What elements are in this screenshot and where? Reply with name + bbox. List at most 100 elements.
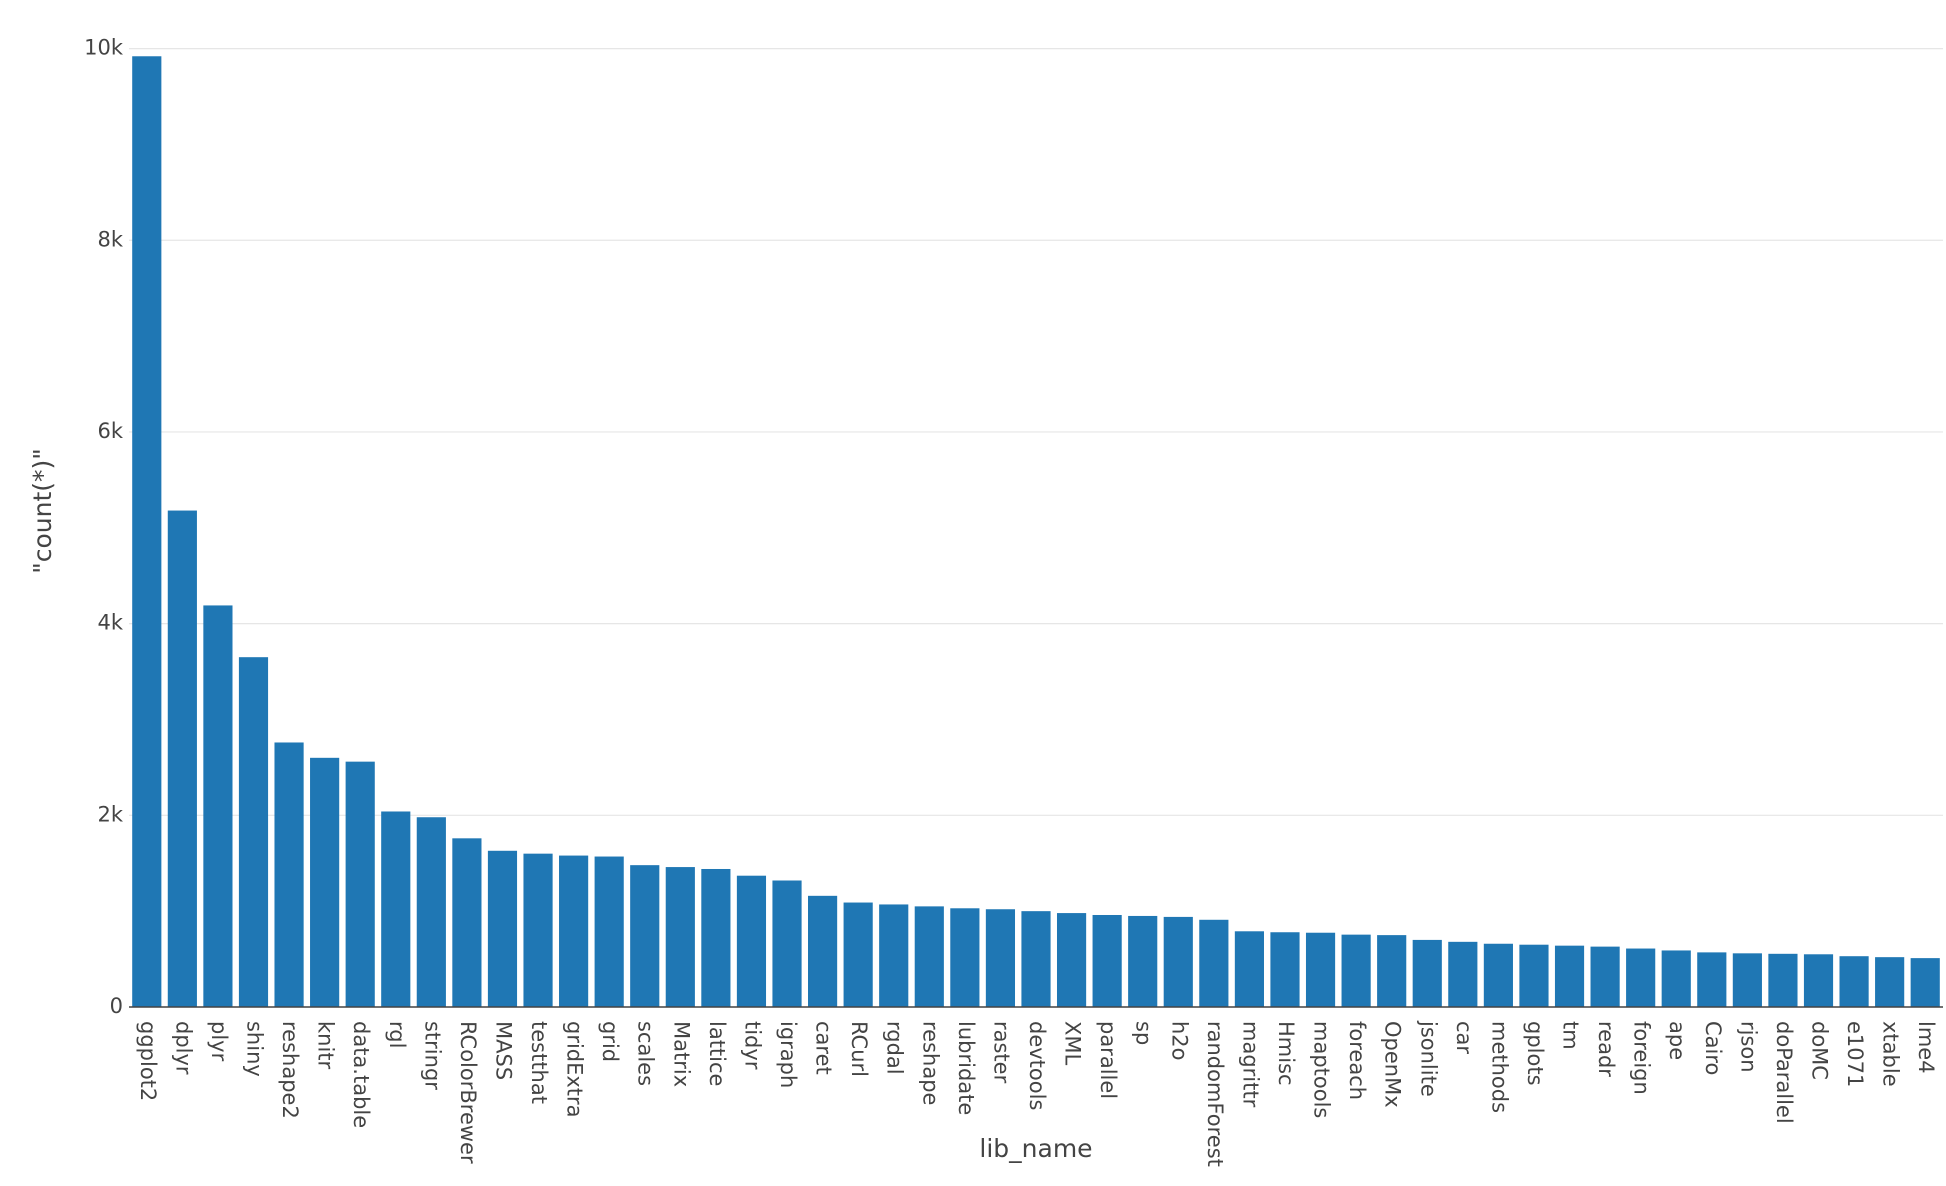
bar [772, 880, 802, 1007]
bar [1199, 919, 1229, 1007]
bar [1270, 932, 1300, 1007]
bar [1519, 944, 1549, 1007]
bar [1768, 953, 1798, 1007]
bar [843, 902, 873, 1007]
bar [167, 510, 197, 1007]
x-tick-label: lme4 [1914, 1021, 1938, 1074]
x-tick-label: MASS [491, 1021, 515, 1080]
y-tick-label: 10k [84, 36, 124, 60]
y-tick-label: 2k [97, 802, 123, 826]
x-tick-label: xtable [1879, 1021, 1903, 1087]
bar [1163, 916, 1193, 1007]
x-tick-label: XML [1061, 1021, 1085, 1066]
bar [1092, 914, 1122, 1007]
bar [950, 908, 980, 1007]
x-tick-label: rjson [1736, 1021, 1760, 1073]
x-tick-label: rgdal [883, 1021, 907, 1075]
bar [1341, 934, 1371, 1007]
bar [452, 838, 482, 1007]
bar [665, 867, 695, 1007]
bar [1483, 943, 1513, 1007]
x-tick-label: OpenMx [1381, 1021, 1405, 1108]
y-tick-label: 8k [97, 227, 123, 251]
y-tick-label: 4k [97, 611, 123, 635]
bar [1732, 953, 1762, 1007]
bar [1697, 952, 1727, 1007]
x-tick-label: rgl [385, 1021, 409, 1048]
x-tick-label: sp [1132, 1021, 1156, 1045]
x-tick-label: RCurl [847, 1021, 871, 1077]
x-tick-label: devtools [1025, 1021, 1049, 1110]
x-tick-label: methods [1487, 1021, 1511, 1113]
bar [310, 757, 340, 1007]
x-tick-label: tidyr [740, 1021, 764, 1070]
x-tick-label: doMC [1808, 1021, 1832, 1080]
x-tick-label: ggplot2 [136, 1021, 160, 1101]
bar [1448, 941, 1478, 1007]
x-tick-label: grid [598, 1021, 622, 1062]
x-tick-label: raster [989, 1021, 1013, 1084]
x-tick-label: foreach [1345, 1021, 1369, 1100]
bar [736, 875, 767, 1007]
bar [1554, 945, 1585, 1007]
bar [1234, 931, 1264, 1007]
y-axis-title: "count(*)" [28, 448, 57, 574]
x-tick-label: e1071 [1843, 1021, 1867, 1087]
x-tick-label: lubridate [954, 1021, 978, 1115]
x-tick-label: jsonlite [1416, 1020, 1440, 1097]
x-tick-label: lattice [705, 1021, 729, 1086]
bar [274, 742, 304, 1007]
bar [985, 909, 1016, 1007]
bar [1910, 958, 1940, 1007]
x-tick-label: car [1452, 1021, 1476, 1054]
bar [523, 853, 553, 1007]
bar [594, 856, 624, 1007]
x-tick-label: RColorBrewer [456, 1021, 480, 1164]
x-axis-title: lib_name [979, 1134, 1092, 1163]
bar [487, 850, 518, 1007]
bar [132, 56, 162, 1007]
x-tick-label: data.table [349, 1021, 373, 1128]
x-tick-label: caret [812, 1021, 836, 1075]
x-tick-label: magrittr [1238, 1021, 1262, 1108]
bar [1128, 915, 1158, 1007]
x-tick-label: scales [634, 1021, 658, 1086]
x-tick-label: Cairo [1701, 1021, 1725, 1075]
x-tick-label: dplyr [171, 1021, 195, 1075]
bar [630, 865, 660, 1007]
bar [1839, 956, 1869, 1007]
x-tick-label: foreign [1630, 1021, 1654, 1095]
bar [879, 904, 909, 1007]
bar [1875, 957, 1905, 1007]
y-tick-label: 6k [97, 419, 123, 443]
bar [914, 906, 944, 1007]
x-tick-label: igraph [776, 1021, 800, 1088]
x-tick-label: reshape2 [278, 1021, 302, 1119]
bar [238, 657, 269, 1007]
bar [1661, 950, 1691, 1007]
x-tick-label: reshape [918, 1021, 942, 1105]
bar [203, 605, 233, 1007]
x-tick-label: ape [1665, 1021, 1689, 1060]
x-tick-label: doParallel [1772, 1021, 1796, 1124]
bar [1377, 935, 1407, 1007]
bar [808, 895, 838, 1007]
x-tick-label: knitr [314, 1021, 338, 1070]
x-tick-label: h2o [1167, 1021, 1191, 1061]
x-tick-label: plyr [207, 1021, 231, 1062]
x-tick-label: gridExtra [563, 1021, 587, 1118]
x-tick-label: shiny [242, 1021, 266, 1077]
bar [345, 761, 375, 1007]
x-tick-label: randomForest [1203, 1021, 1227, 1167]
bar [1021, 911, 1051, 1007]
x-tick-label: tm [1559, 1021, 1583, 1050]
x-tick-label: maptools [1310, 1021, 1334, 1118]
x-tick-label: Hmisc [1274, 1021, 1298, 1086]
bar [1305, 932, 1336, 1007]
x-tick-label: parallel [1096, 1021, 1120, 1099]
bar [1626, 948, 1656, 1007]
bar [1803, 954, 1834, 1007]
x-tick-label: gplots [1523, 1021, 1547, 1086]
bar [381, 811, 411, 1007]
